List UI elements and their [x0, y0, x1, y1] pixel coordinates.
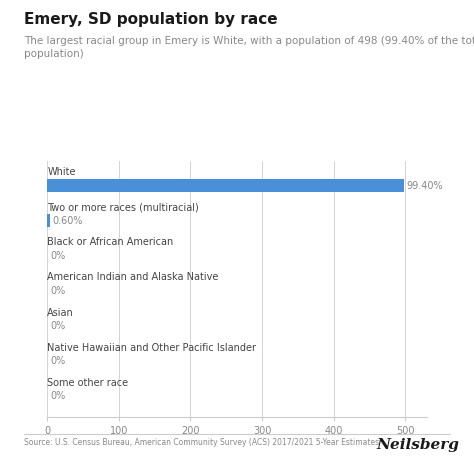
Text: Emery, SD population by race: Emery, SD population by race — [24, 12, 277, 27]
Text: 0%: 0% — [50, 286, 65, 296]
Text: The largest racial group in Emery is White, with a population of 498 (99.40% of : The largest racial group in Emery is Whi… — [24, 36, 474, 59]
Text: American Indian and Alaska Native: American Indian and Alaska Native — [47, 273, 219, 283]
Text: Two or more races (multiracial): Two or more races (multiracial) — [47, 202, 199, 212]
Text: 0%: 0% — [50, 391, 65, 401]
Text: Native Hawaiian and Other Pacific Islander: Native Hawaiian and Other Pacific Island… — [47, 343, 256, 353]
Text: Source: U.S. Census Bureau, American Community Survey (ACS) 2017/2021 5-Year Est: Source: U.S. Census Bureau, American Com… — [24, 438, 379, 447]
Text: 99.40%: 99.40% — [407, 181, 443, 191]
Text: Some other race: Some other race — [47, 378, 128, 388]
Text: Black or African American: Black or African American — [47, 237, 173, 247]
Text: 0.60%: 0.60% — [53, 216, 83, 226]
Bar — [47, 179, 404, 192]
Text: 0%: 0% — [50, 321, 65, 331]
Text: Asian: Asian — [47, 308, 74, 318]
Text: White: White — [47, 167, 76, 177]
Bar — [47, 214, 50, 228]
Text: 0%: 0% — [50, 356, 65, 366]
Text: Neilsberg: Neilsberg — [377, 438, 460, 453]
Text: 0%: 0% — [50, 251, 65, 261]
